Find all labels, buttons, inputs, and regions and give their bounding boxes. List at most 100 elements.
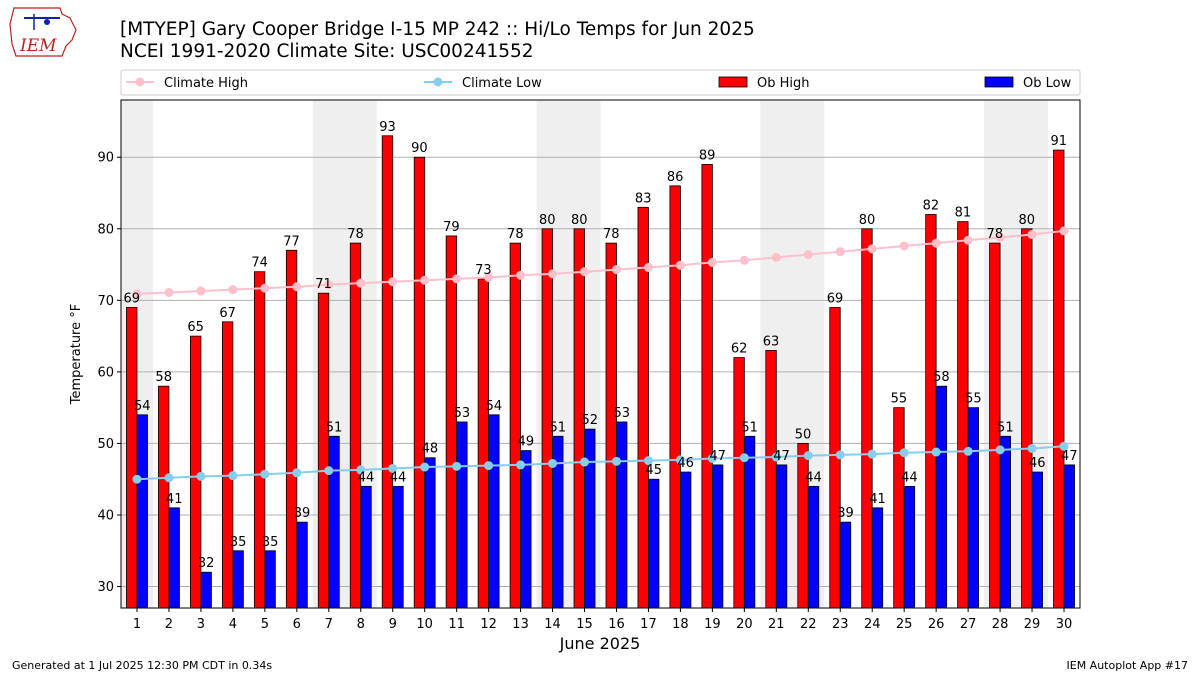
label-ob-low-day-3: 32 bbox=[198, 556, 215, 571]
climate-high-point-day-12 bbox=[484, 272, 494, 282]
x-tick-label-25: 25 bbox=[896, 617, 913, 632]
label-ob-low-day-14: 51 bbox=[550, 420, 567, 435]
climate-high-point-day-20 bbox=[739, 255, 749, 265]
climate-high-point-day-25 bbox=[899, 241, 909, 251]
legend-item-ob-high: Ob High bbox=[718, 76, 810, 91]
climate-low-point-day-21 bbox=[771, 452, 781, 462]
gridlines bbox=[121, 156, 1080, 588]
climate-high-point-day-7 bbox=[324, 280, 334, 290]
label-ob-high-day-3: 65 bbox=[187, 320, 204, 335]
bar-ob-high-day-22 bbox=[797, 443, 809, 609]
y-tick-label-60: 60 bbox=[97, 365, 114, 380]
climate-low-point-day-14 bbox=[548, 458, 558, 468]
x-tick-label-7: 7 bbox=[325, 617, 333, 632]
bar-ob-high-day-30 bbox=[1053, 149, 1065, 609]
bar-ob-high-day-7 bbox=[317, 292, 330, 609]
label-ob-low-day-11: 53 bbox=[454, 406, 471, 421]
label-ob-low-day-17: 45 bbox=[645, 463, 662, 478]
x-tick-label-4: 4 bbox=[229, 617, 237, 632]
bar-ob-high-day-21 bbox=[765, 350, 777, 609]
legend-label-climate-high: Climate High bbox=[164, 76, 248, 91]
logo-text: IEM bbox=[19, 36, 57, 56]
label-ob-low-day-2: 41 bbox=[166, 492, 183, 507]
climate-high-point-day-21 bbox=[771, 252, 781, 262]
climate-high-point-day-30 bbox=[1059, 226, 1069, 236]
label-ob-low-day-26: 58 bbox=[933, 370, 950, 385]
bar-ob-low-day-4 bbox=[232, 550, 244, 609]
climate-high-point-day-29 bbox=[1027, 230, 1037, 240]
climate-low-point-day-26 bbox=[931, 447, 941, 457]
label-ob-high-day-30: 91 bbox=[1050, 134, 1067, 149]
climate-high-point-day-22 bbox=[803, 250, 813, 260]
bar-ob-low-day-28 bbox=[999, 435, 1011, 609]
bar-ob-low-day-8 bbox=[360, 485, 372, 609]
label-ob-low-day-16: 53 bbox=[613, 406, 630, 421]
climate-high-point-day-10 bbox=[420, 275, 430, 285]
chart-title: [MTYEP] Gary Cooper Bridge I-15 MP 242 :… bbox=[120, 19, 755, 40]
label-ob-high-day-19: 89 bbox=[699, 148, 716, 163]
climate-high-point-day-17 bbox=[643, 262, 653, 272]
label-ob-low-day-28: 51 bbox=[997, 420, 1014, 435]
climate-low-line bbox=[136, 445, 1065, 481]
climate-low-point-day-27 bbox=[963, 446, 973, 456]
x-tick-label-21: 21 bbox=[768, 617, 785, 632]
bar-ob-high-day-13 bbox=[509, 242, 521, 609]
x-tick-label-2: 2 bbox=[165, 617, 173, 632]
climate-low-point-day-9 bbox=[388, 463, 398, 473]
label-ob-low-day-24: 41 bbox=[869, 492, 886, 507]
label-ob-low-day-19: 47 bbox=[709, 449, 726, 464]
x-tick-label-8: 8 bbox=[357, 617, 365, 632]
label-ob-high-day-9: 93 bbox=[379, 120, 396, 135]
label-ob-high-day-2: 58 bbox=[155, 370, 172, 385]
label-ob-high-day-10: 90 bbox=[411, 141, 428, 156]
x-tick-label-6: 6 bbox=[293, 617, 301, 632]
climate-low-point-day-17 bbox=[643, 456, 653, 466]
x-tick-label-14: 14 bbox=[544, 617, 561, 632]
label-ob-high-day-27: 81 bbox=[955, 206, 972, 221]
legend-label-climate-low: Climate Low bbox=[462, 76, 542, 91]
label-ob-high-day-14: 80 bbox=[539, 213, 556, 228]
bar-ob-low-day-25 bbox=[903, 485, 916, 609]
bar-ob-low-day-21 bbox=[775, 464, 788, 609]
x-tick-label-29: 29 bbox=[1024, 617, 1041, 632]
generated-timestamp: Generated at 1 Jul 2025 12:30 PM CDT in … bbox=[12, 659, 272, 672]
bar-ob-high-day-11 bbox=[445, 235, 458, 609]
label-ob-high-day-22: 50 bbox=[795, 427, 812, 442]
bar-ob-low-day-7 bbox=[328, 435, 340, 609]
legend-item-climate-high: Climate High bbox=[126, 76, 248, 91]
label-ob-low-day-10: 48 bbox=[422, 442, 439, 457]
bar-ob-high-day-20 bbox=[733, 357, 745, 609]
label-ob-low-day-27: 55 bbox=[965, 392, 982, 407]
climate-high-point-day-26 bbox=[931, 238, 941, 248]
label-ob-high-day-4: 67 bbox=[219, 306, 236, 321]
bar-ob-low-day-26 bbox=[935, 385, 948, 609]
x-tick-label-23: 23 bbox=[832, 617, 849, 632]
label-ob-low-day-29: 46 bbox=[1029, 456, 1046, 471]
climate-high-point-day-5 bbox=[260, 283, 270, 293]
y-tick-label-30: 30 bbox=[97, 580, 114, 595]
climate-low-point-day-2 bbox=[164, 473, 174, 483]
bar-ob-low-day-11 bbox=[456, 421, 468, 609]
label-ob-high-day-18: 86 bbox=[667, 170, 684, 185]
climate-high-point-day-9 bbox=[388, 277, 398, 287]
bar-ob-high-day-29 bbox=[1021, 228, 1033, 609]
legend: Climate High Climate Low Ob High Ob Low bbox=[120, 69, 1081, 96]
climate-low-point-day-8 bbox=[356, 465, 366, 475]
x-tick-label-10: 10 bbox=[416, 617, 433, 632]
label-ob-high-day-6: 77 bbox=[283, 234, 300, 249]
label-ob-low-day-1: 54 bbox=[134, 399, 151, 414]
climate-high-point-day-1 bbox=[132, 289, 142, 299]
bar-ob-high-day-10 bbox=[413, 156, 426, 609]
data-labels: 69 54 58 41 65 32 67 35 74 35 77 39 71 51 78 44 93 44 90 48… bbox=[123, 120, 1077, 571]
bar-ob-low-day-18 bbox=[680, 471, 692, 609]
label-ob-high-day-11: 79 bbox=[443, 220, 460, 235]
climate-high-point-day-15 bbox=[580, 267, 590, 277]
x-tick-label-17: 17 bbox=[640, 617, 657, 632]
y-tick-label-70: 70 bbox=[97, 294, 114, 309]
label-ob-low-day-15: 52 bbox=[581, 413, 598, 428]
label-ob-low-day-5: 35 bbox=[262, 535, 279, 550]
climate-high-point-day-11 bbox=[452, 274, 462, 284]
y-tick-label-40: 40 bbox=[97, 508, 114, 523]
bar-ob-high-day-24 bbox=[861, 228, 873, 609]
climate-low-point-day-18 bbox=[675, 455, 685, 465]
